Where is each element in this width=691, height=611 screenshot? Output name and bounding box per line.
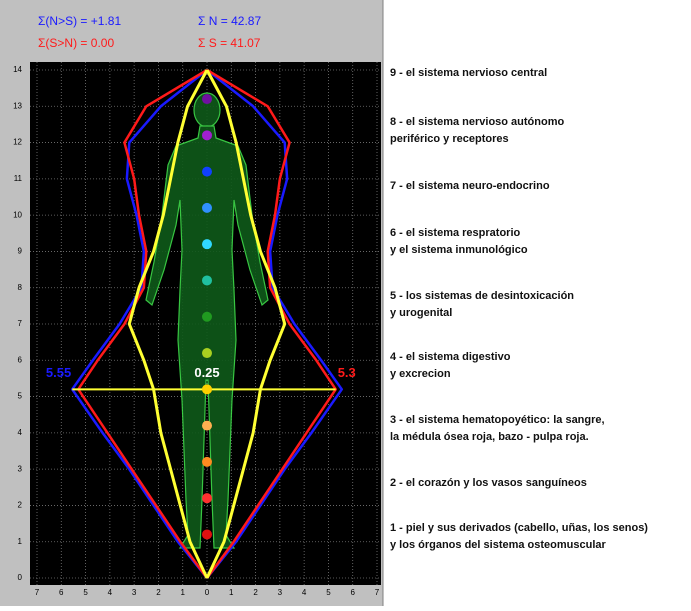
y-tick-label: 1 xyxy=(18,537,23,546)
x-tick-label: 5 xyxy=(326,588,331,597)
y-tick-label: 13 xyxy=(13,101,22,110)
x-tick-label: 1 xyxy=(180,588,185,597)
system-description: 8 - el sistema nervioso autónomo xyxy=(390,116,564,128)
system-description: 3 - el sistema hematopoyético: la sangre… xyxy=(390,414,605,426)
system-description: 7 - el sistema neuro-endocrino xyxy=(390,180,550,192)
y-tick-label: 7 xyxy=(18,319,23,328)
marker-right-label: 5.3 xyxy=(338,365,356,380)
x-tick-label: 4 xyxy=(108,588,113,597)
y-tick-label: 12 xyxy=(13,138,22,147)
x-tick-label: 2 xyxy=(253,588,258,597)
system-description: 9 - el sistema nervioso central xyxy=(390,67,547,79)
system-description: 4 - el sistema digestivo xyxy=(390,351,511,363)
stat-sum-s: Σ S = 41.07 xyxy=(198,36,261,50)
x-tick-label: 7 xyxy=(375,588,380,597)
y-tick-label: 14 xyxy=(13,65,22,74)
system-description: 2 - el corazón y los vasos sanguíneos xyxy=(390,477,587,489)
level-dot xyxy=(202,130,212,140)
marker-center-label: 0.25 xyxy=(194,365,219,380)
level-dot xyxy=(202,239,212,249)
x-tick-label: 7 xyxy=(35,588,40,597)
x-tick-label: 2 xyxy=(156,588,161,597)
x-tick-label: 5 xyxy=(83,588,88,597)
y-tick-label: 3 xyxy=(18,464,23,473)
stat-sum-n: Σ N = 42.87 xyxy=(198,14,261,28)
x-tick-label: 0 xyxy=(205,588,210,597)
level-dot xyxy=(202,348,212,358)
y-tick-label: 0 xyxy=(18,573,23,582)
level-dot xyxy=(202,384,212,394)
level-dot xyxy=(202,203,212,213)
y-tick-label: 6 xyxy=(18,355,23,364)
y-tick-label: 10 xyxy=(13,210,22,219)
system-description: 5 - los sistemas de desintoxicación xyxy=(390,290,574,302)
level-dot xyxy=(202,312,212,322)
marker-left-label: 5.55 xyxy=(46,365,71,380)
system-description: y el sistema inmunológico xyxy=(390,244,528,256)
x-tick-label: 4 xyxy=(302,588,307,597)
level-dot xyxy=(202,421,212,431)
y-tick-label: 4 xyxy=(18,428,23,437)
x-tick-label: 3 xyxy=(278,588,283,597)
system-description: 1 - piel y sus derivados (cabello, uñas,… xyxy=(390,522,648,534)
x-tick-label: 3 xyxy=(132,588,137,597)
stat-s-gt-n: Σ(S>N) = 0.00 xyxy=(38,36,114,50)
level-dot xyxy=(202,167,212,177)
y-tick-label: 8 xyxy=(18,283,23,292)
x-tick-label: 6 xyxy=(59,588,64,597)
x-tick-label: 1 xyxy=(229,588,234,597)
chart: Σ(N>S) = +1.81 Σ(S>N) = 0.00 Σ N = 42.87… xyxy=(0,0,691,606)
level-dot xyxy=(202,457,212,467)
right-panel xyxy=(383,0,691,606)
y-tick-label: 9 xyxy=(18,247,23,256)
y-tick-label: 11 xyxy=(14,174,23,183)
system-description: y urogenital xyxy=(390,307,452,319)
system-description: 6 - el sistema respratorio xyxy=(390,227,521,239)
system-description: y los órganos del sistema osteomuscular xyxy=(390,539,607,551)
system-description: periférico y receptores xyxy=(390,133,509,145)
level-dot xyxy=(202,275,212,285)
page: {"chart_data": { "type": "profile", "sta… xyxy=(0,0,691,606)
y-tick-label: 2 xyxy=(18,501,23,510)
level-dot xyxy=(202,493,212,503)
system-description: la médula ósea roja, bazo - pulpa roja. xyxy=(390,431,589,443)
stat-n-gt-s: Σ(N>S) = +1.81 xyxy=(38,14,121,28)
level-dot xyxy=(202,94,212,104)
system-description: y excrecion xyxy=(390,368,451,380)
y-tick-label: 5 xyxy=(18,392,23,401)
x-tick-label: 6 xyxy=(350,588,355,597)
level-dot xyxy=(202,529,212,539)
